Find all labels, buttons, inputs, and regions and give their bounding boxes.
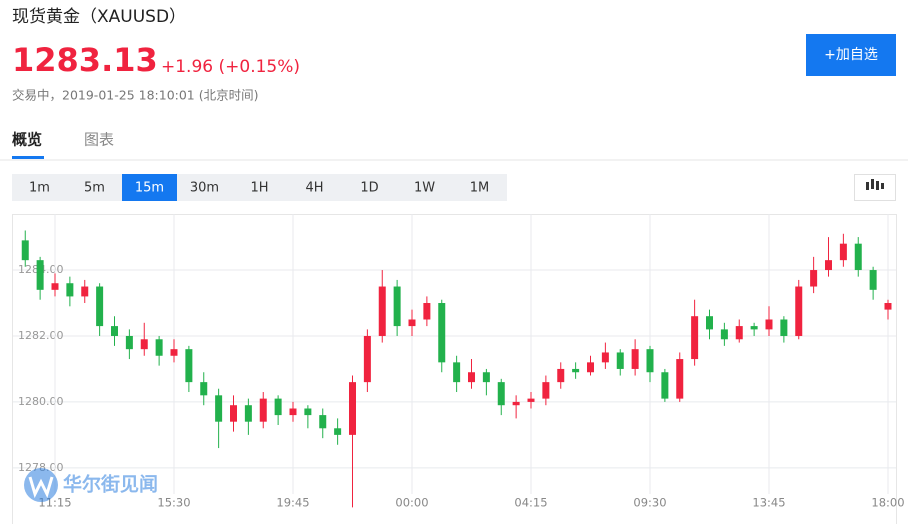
candle-body (453, 362, 461, 383)
candle-body (215, 395, 223, 422)
candle-body (81, 286, 89, 297)
y-tick-label: 1282.00 (18, 329, 64, 342)
candle-body (170, 349, 178, 356)
candle-body (125, 335, 133, 350)
candle-body (96, 286, 104, 327)
candle-body (825, 260, 832, 271)
candle-body (527, 398, 535, 402)
candle-body (319, 415, 327, 429)
watermark-text: 华尔街见闻 (63, 473, 158, 496)
candle-body (349, 382, 356, 435)
candle-body (750, 326, 758, 330)
candle-body (631, 349, 639, 369)
candle-body (810, 270, 818, 287)
candle-body (587, 362, 594, 373)
candle-body (111, 326, 118, 336)
candle-body (780, 319, 788, 336)
y-tick-label: 1278.00 (18, 461, 64, 474)
candle-body (438, 303, 446, 363)
trade-status: 交易中，2019-01-25 18:10:01 (北京时间) (12, 88, 259, 103)
x-tick-label: 04:15 (514, 496, 547, 510)
candle-body (200, 382, 208, 396)
candle-body (661, 372, 669, 399)
x-tick-label: 18:00 (871, 496, 904, 510)
x-tick-label: 13:45 (752, 496, 785, 510)
candle-body (646, 349, 654, 373)
candle-body (423, 303, 431, 320)
period-button[interactable]: 1m (29, 181, 50, 196)
candle-body (274, 398, 282, 416)
candle-body (66, 283, 74, 297)
candle-body (36, 260, 44, 290)
candle-body (542, 382, 550, 399)
tab-underline (12, 156, 44, 159)
candle-body (155, 339, 163, 356)
add-watchlist-button[interactable] (806, 34, 896, 76)
period-button[interactable]: 4H (305, 181, 323, 196)
period-button[interactable]: 1W (414, 181, 435, 196)
candle-body (185, 349, 193, 383)
candle-body (601, 352, 609, 363)
x-tick-label: 19:45 (276, 496, 309, 510)
candle-body (378, 286, 386, 336)
candle-body (691, 316, 699, 360)
candle-body (363, 335, 371, 383)
candle-body (512, 401, 520, 406)
period-selected[interactable] (122, 174, 177, 201)
x-tick-label: 15:30 (157, 496, 190, 510)
candle-body (706, 316, 713, 330)
candle-body (259, 398, 267, 422)
candle-body (140, 339, 148, 350)
last-price: 1283.13 (12, 41, 158, 79)
price-change: +1.96 (+0.15%) (161, 57, 300, 77)
candle-body (676, 359, 684, 399)
candle-body (735, 326, 743, 340)
candle-body (795, 286, 803, 336)
candle-body (557, 368, 565, 383)
period-button[interactable]: 1D (360, 181, 378, 196)
y-tick-label: 1280.00 (18, 395, 64, 408)
candle-body (482, 372, 490, 383)
instrument-title: 现货黄金（XAUUSD） (12, 7, 186, 27)
watermark: 华尔街见闻 (24, 468, 158, 502)
candle-body (616, 352, 624, 369)
candle-body (230, 405, 237, 422)
candle-body (21, 240, 29, 261)
period-button[interactable]: 5m (84, 181, 105, 196)
candle-body (244, 405, 252, 422)
candle-body (497, 382, 505, 406)
candle-body (720, 329, 728, 340)
period-button[interactable]: 1H (250, 181, 268, 196)
candle-body (468, 372, 475, 383)
candle-body (869, 270, 877, 290)
candle-body (765, 319, 773, 330)
candle-body (839, 243, 847, 261)
candle-body (334, 428, 342, 435)
chart-type-button[interactable] (854, 174, 896, 201)
tab[interactable]: 图表 (84, 131, 114, 149)
candle-body (289, 408, 297, 416)
candle-body (854, 243, 862, 271)
period-button[interactable]: 30m (190, 181, 219, 196)
period-button[interactable]: 1M (470, 181, 490, 196)
candle-body (884, 303, 892, 310)
x-tick-label: 09:30 (633, 496, 666, 510)
period-bar (12, 174, 507, 201)
x-tick-label: 00:00 (395, 496, 428, 510)
add-watchlist-label[interactable]: +加自选 (824, 47, 878, 63)
candle-body (572, 368, 580, 373)
tab[interactable]: 概览 (12, 131, 42, 149)
candle-body (408, 319, 416, 327)
candle-body (304, 408, 312, 416)
period-button[interactable]: 15m (135, 181, 164, 196)
candle-body (393, 286, 401, 327)
candle-icon (866, 179, 884, 190)
candle-body (51, 283, 59, 290)
